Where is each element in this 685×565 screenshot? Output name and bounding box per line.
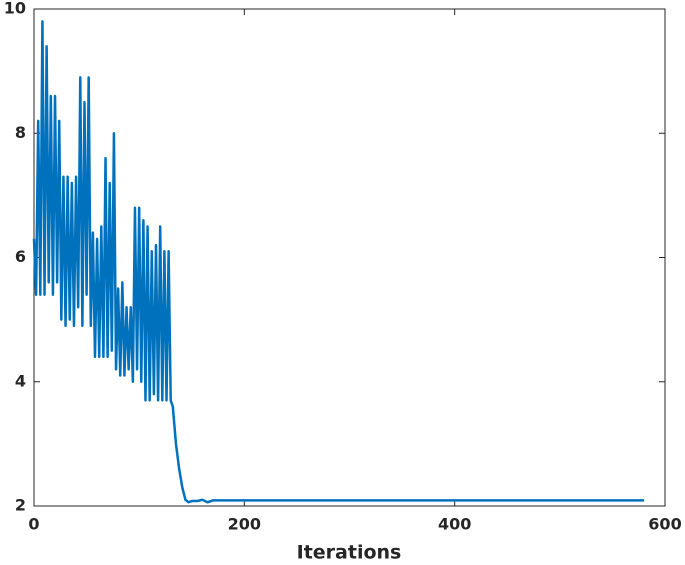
- y-tick-label: 8: [15, 123, 26, 142]
- y-tick-label: 2: [15, 496, 26, 515]
- x-tick-label: 200: [228, 515, 261, 534]
- y-tick-label: 6: [15, 247, 26, 266]
- x-tick-label: 600: [648, 515, 681, 534]
- y-tick-label: 4: [15, 371, 26, 390]
- x-tick-label: 0: [28, 515, 39, 534]
- line-series: [32, 20, 644, 504]
- plot-frame: [33, 8, 666, 507]
- x-tick-label: 400: [438, 515, 471, 534]
- x-axis-label: Iterations: [297, 542, 402, 564]
- y-tick-label: 10: [4, 0, 26, 18]
